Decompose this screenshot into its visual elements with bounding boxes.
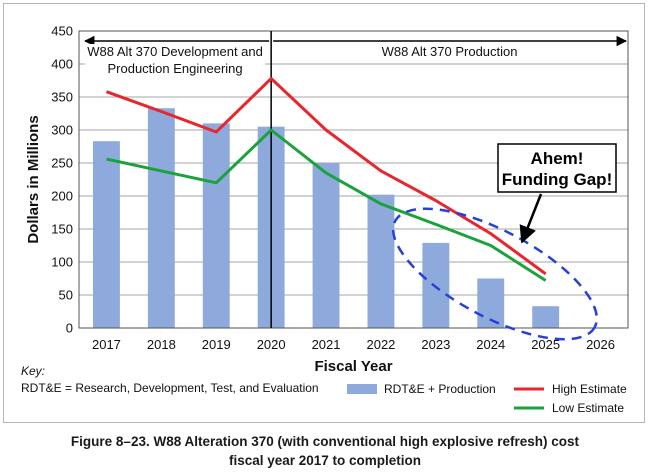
y-tick-label: 350 xyxy=(51,90,73,105)
funding-gap-annotation: Ahem! Funding Gap! xyxy=(391,143,617,341)
legend-swatch-bar xyxy=(347,384,377,394)
legend-label-line: Low Estimate xyxy=(552,401,624,415)
key-definition: RDT&E = Research, Development, Test, and… xyxy=(21,381,319,395)
phase-markers: W88 Alt 370 Development and Production En… xyxy=(83,31,628,328)
y-tick-label: 150 xyxy=(51,222,73,237)
phase-label-background xyxy=(85,44,266,80)
callout-arrow xyxy=(519,193,543,244)
development-phase-label: Production Engineering xyxy=(107,61,242,76)
x-tick-label: 2019 xyxy=(202,337,231,352)
x-tick-label: 2025 xyxy=(531,337,560,352)
series-line xyxy=(106,128,547,282)
legend-label-bar: RDT&E + Production xyxy=(384,382,496,396)
legend-label-line: High Estimate xyxy=(552,382,627,396)
x-axis-title: Fiscal Year xyxy=(314,358,392,375)
y-tick-label: 300 xyxy=(51,123,73,138)
x-tick-label: 2024 xyxy=(476,337,505,352)
chart-svg: 0 50 100 150 200 250 300 350 400 450 2017 2018 2019 2… xyxy=(21,24,629,415)
callout-text-line-2: Funding Gap! xyxy=(502,170,612,189)
y-tick-label: 200 xyxy=(51,189,73,204)
x-tick-label: 2018 xyxy=(147,337,176,352)
caption-line-1: Figure 8–23. W88 Alteration 370 (with co… xyxy=(70,434,580,449)
x-tick-label: 2020 xyxy=(257,337,286,352)
bar xyxy=(147,108,175,328)
callout-box xyxy=(497,143,617,193)
legend: Key: RDT&E = Research, Development, Test,… xyxy=(21,364,627,415)
funding-gap-ellipse xyxy=(391,207,599,341)
x-tick-label: 2017 xyxy=(92,337,121,352)
y-tick-label: 100 xyxy=(51,255,73,270)
bar xyxy=(367,194,395,328)
x-tick-label: 2023 xyxy=(421,337,450,352)
y-tick-label: 0 xyxy=(66,321,73,336)
key-title: Key: xyxy=(21,364,45,378)
x-tick-label: 2022 xyxy=(366,337,395,352)
y-tick-label: 400 xyxy=(51,57,73,72)
bar xyxy=(532,306,560,328)
bar xyxy=(202,123,230,329)
development-phase-label: W88 Alt 370 Development and xyxy=(87,44,263,59)
plot-area-border xyxy=(78,30,629,329)
line-series xyxy=(105,77,547,282)
y-tick-label: 50 xyxy=(59,288,73,303)
callout-text-line-1: Ahem! xyxy=(531,149,584,168)
y-tick-label: 450 xyxy=(51,24,73,39)
bar-series xyxy=(92,108,560,329)
y-axis-title: Dollars in Millions xyxy=(25,115,42,243)
bar xyxy=(92,141,120,328)
production-phase-label: W88 Alt 370 Production xyxy=(382,44,518,59)
figure-caption: Figure 8–23. W88 Alteration 370 (with co… xyxy=(0,432,650,470)
y-tick-label: 250 xyxy=(51,156,73,171)
x-tick-label: 2026 xyxy=(586,337,615,352)
series-line xyxy=(105,77,547,276)
bar xyxy=(312,163,340,328)
x-tick-label: 2021 xyxy=(312,337,341,352)
axes: 0 50 100 150 200 250 300 350 400 450 2017 2018 2019 2… xyxy=(25,24,629,375)
chart-frame: 0 50 100 150 200 250 300 350 400 450 2017 2018 2019 2… xyxy=(3,3,645,423)
caption-line-2: fiscal year 2017 to completion xyxy=(228,453,422,468)
phase-label-background xyxy=(364,44,535,62)
